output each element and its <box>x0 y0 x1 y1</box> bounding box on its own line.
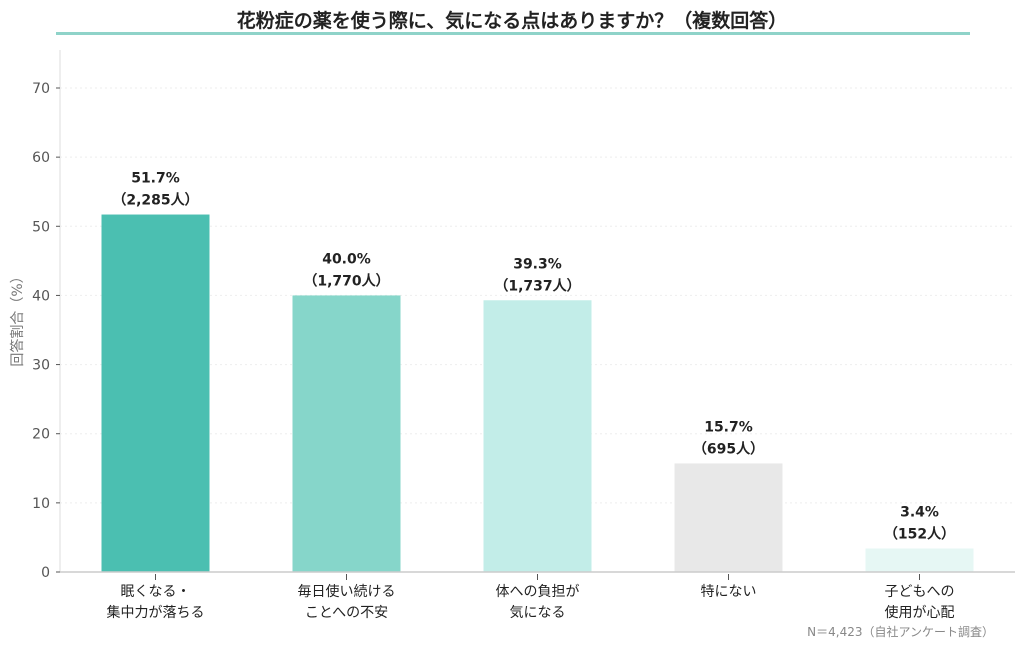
count-label: （695人） <box>693 440 764 457</box>
value-label: 3.4% <box>900 504 939 520</box>
count-label: （1,737人） <box>494 277 580 294</box>
y-axis-label: 回答割合（%） <box>9 269 26 366</box>
x-tick-label: 特にない <box>701 584 757 600</box>
y-tick-label: 60 <box>32 150 50 166</box>
y-tick-label: 70 <box>32 81 50 97</box>
y-tick-label: 40 <box>32 288 50 304</box>
y-tick-label: 10 <box>32 496 50 512</box>
y-tick-label: 30 <box>32 358 50 374</box>
sample-note: N＝4,423（自社アンケート調査） <box>807 625 994 639</box>
value-label: 15.7% <box>704 419 753 435</box>
y-tick-label: 50 <box>32 219 50 235</box>
bar <box>101 214 210 572</box>
x-tick-label: 体への負担が <box>496 584 580 600</box>
x-tick-label: 眠くなる・ <box>121 584 191 600</box>
x-tick-label: 毎日使い続ける <box>298 583 396 600</box>
count-label: （1,770人） <box>303 272 389 289</box>
value-label: 39.3% <box>513 256 562 272</box>
value-label: 51.7% <box>131 171 180 187</box>
x-tick-label: 子どもへの <box>885 584 955 600</box>
x-tick-label: 集中力が落ちる <box>107 604 205 621</box>
y-tick-label: 20 <box>32 427 50 443</box>
bar <box>674 463 783 572</box>
bar <box>865 548 974 572</box>
x-tick-label: 使用が心配 <box>885 604 955 621</box>
x-tick-label: 気になる <box>510 605 566 621</box>
chart-title: 花粉症の薬を使う際に、気になる点はありますか？（複数回答） <box>236 10 788 32</box>
title-underline <box>56 32 970 35</box>
y-tick-label: 0 <box>41 565 50 581</box>
count-label: （152人） <box>884 525 955 542</box>
value-label: 40.0% <box>322 251 371 267</box>
x-tick-label: ことへの不安 <box>305 605 388 621</box>
bar <box>483 300 592 572</box>
count-label: （2,285人） <box>112 192 198 209</box>
bar <box>292 295 401 572</box>
